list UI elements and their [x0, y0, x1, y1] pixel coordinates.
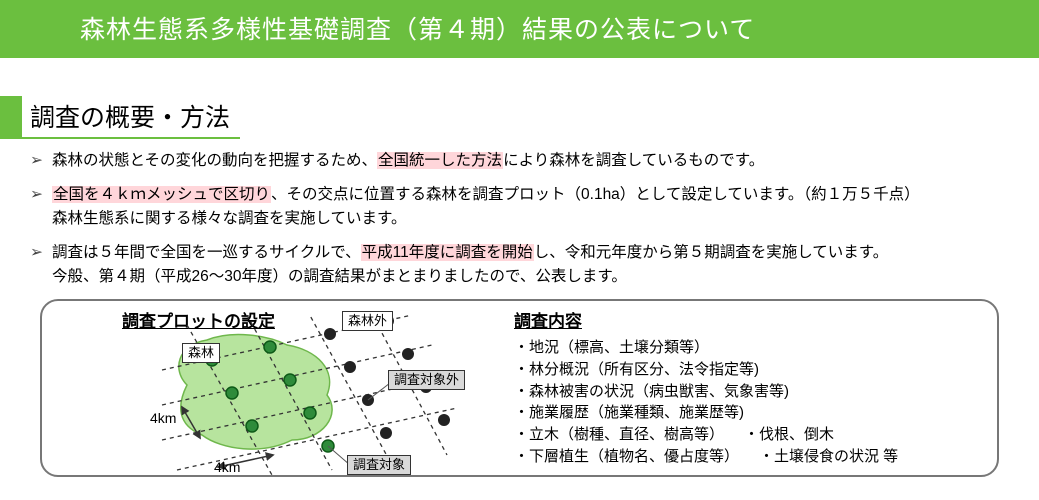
leaders [328, 383, 390, 465]
plot-diagram: 森林外 森林 調査対象外 調査対象 4km 4km [152, 315, 472, 475]
highlight: 全国統一した方法 [377, 152, 503, 169]
info-panel: 調査プロットの設定 調査内容 ・地況（標高、土壌分類等） ・林分概況（所有区分、… [40, 299, 999, 477]
bullet-list: 森林の状態とその変化の動向を把握するため、全国統一した方法により森林を調査してい… [30, 149, 1039, 289]
label-outside-forest: 森林外 [342, 311, 393, 331]
label-forest: 森林 [182, 343, 220, 363]
distance-label-h: 4km [214, 459, 240, 475]
highlight: 全国を４ｋｍメッシュで区切り [52, 186, 271, 203]
content-title: 調査内容 [514, 307, 582, 332]
diagram-svg [152, 315, 472, 475]
content-item: ・施業履歴（施業種類、施業歴等) [514, 402, 898, 424]
section-heading-accent [0, 96, 22, 139]
bullet-1: 森林の状態とその変化の動向を把握するため、全国統一した方法により森林を調査してい… [30, 149, 1039, 173]
distance-label-v: 4km [150, 410, 176, 426]
highlight: 平成11年度に調査を開始 [361, 244, 534, 261]
label-target: 調査対象 [347, 455, 411, 475]
content-item: ・林分概況（所有区分、法令指定等) [514, 359, 898, 381]
content-item: ・地況（標高、土壌分類等） [514, 337, 898, 359]
page-title-bar: 森林生態系多様性基礎調査（第４期）結果の公表について [0, 0, 1039, 58]
bullet-3: 調査は５年間で全国を一巡するサイクルで、平成11年度に調査を開始し、令和元年度か… [30, 241, 1039, 289]
section-heading-wrap: 調査の概要・方法 [0, 96, 1039, 139]
content-item: ・森林被害の状況（病虫獣害、気象害等) [514, 381, 898, 403]
content-item: ・下層植生（植物名、優占度等）・土壌侵食の状況 等 [514, 446, 898, 468]
bullet-2: 全国を４ｋｍメッシュで区切り、その交点に位置する森林を調査プロット（0.1ha）… [30, 183, 1039, 231]
content-item: ・立木（樹種、直径、樹高等）・伐根、倒木 [514, 424, 898, 446]
content-list: ・地況（標高、土壌分類等） ・林分概況（所有区分、法令指定等) ・森林被害の状況… [514, 337, 898, 468]
page-title: 森林生態系多様性基礎調査（第４期）結果の公表について [80, 16, 755, 44]
section-heading: 調査の概要・方法 [22, 96, 240, 139]
label-not-target: 調査対象外 [388, 370, 465, 390]
